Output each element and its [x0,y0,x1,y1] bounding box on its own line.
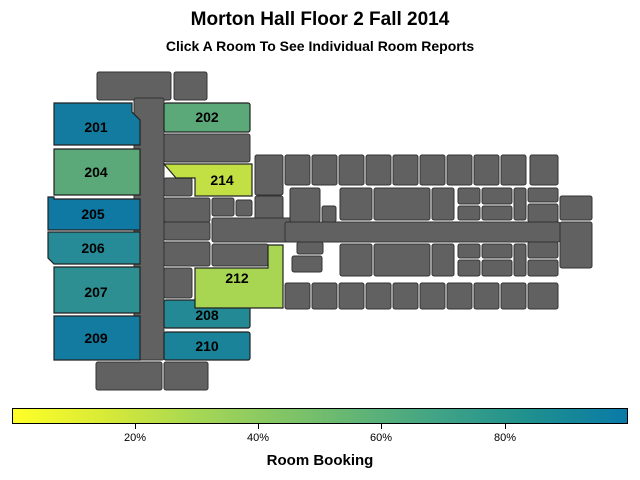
gray-block [338,154,365,186]
floor-plan: 201 202 204 205 206 207 208 209 210 212 … [47,71,593,391]
gray-block [235,199,253,217]
gray-block [392,154,419,186]
gray-block [419,154,446,186]
gray-block [163,267,193,299]
colorbar-tick [505,424,506,429]
room-214[interactable] [162,163,253,197]
gray-block [457,243,481,259]
map-subtitle: Click A Room To See Individual Room Repo… [165,38,475,54]
gray-block [513,243,527,277]
report-rooms[interactable] [47,102,284,361]
gray-block [338,282,365,310]
room-204[interactable] [53,148,141,196]
gray-block [500,282,527,310]
gray-block [373,187,431,221]
room-201[interactable] [53,102,141,146]
gray-block [163,241,211,267]
gray-block [527,259,559,277]
room-206[interactable] [47,231,141,265]
gray-block [163,133,251,163]
room-209[interactable] [53,315,141,361]
room-205[interactable] [47,196,141,231]
gray-block [527,241,559,259]
gray-block [431,187,455,221]
colorbar-tick [381,424,382,429]
non-report-spaces [95,71,593,391]
gray-block [284,282,311,310]
gray-block [481,243,513,259]
colorbar-tick [258,424,259,429]
gray-block [431,243,455,277]
colorbar [12,408,628,424]
gray-block [559,195,593,221]
gray-block [163,177,193,197]
colorbar-tick-label: 60% [369,432,393,444]
room-210[interactable] [163,331,251,361]
colorbar-title: Room Booking [266,452,374,469]
gray-block [559,221,593,269]
gray-block [211,197,235,217]
gray-block [339,187,373,221]
gray-block [211,243,269,267]
gray-block [321,205,337,223]
gray-block [446,282,473,310]
gray-block [289,187,321,223]
room-207[interactable] [53,266,141,314]
gray-block [95,361,163,391]
gray-block [365,282,392,310]
gray-block [457,259,481,277]
gray-block [481,187,513,205]
room-212[interactable] [194,244,284,309]
gray-block [392,282,419,310]
gray-block [365,154,392,186]
gray-block [527,187,559,203]
gray-block [527,282,559,310]
gray-block [163,197,211,223]
gray-block [173,71,208,101]
gray-block [163,221,211,241]
gray-block [96,71,172,101]
gray-block [457,205,481,221]
gray-block [473,282,500,310]
gray-block [284,154,311,186]
corridor-horizontal [284,221,561,243]
gray-block [457,187,481,205]
gray-block [500,154,527,186]
gray-block [311,154,338,186]
gray-block [373,243,431,277]
gray-block [446,154,473,186]
gray-block [473,154,500,186]
gray-block [419,282,446,310]
gray-block [339,243,373,277]
gray-block [291,255,323,273]
colorbar-tick-label: 80% [493,432,517,444]
gray-block [527,203,559,223]
gray-block [296,241,324,255]
gray-block [513,187,527,221]
gray-block [211,217,293,243]
gray-block [481,259,513,277]
gray-block [254,154,284,196]
map-title: Morton Hall Floor 2 Fall 2014 [190,9,450,30]
colorbar-tick-label: 20% [123,432,147,444]
colorbar-tick-label: 40% [246,432,270,444]
gray-block [481,205,513,221]
gray-block [311,282,338,310]
gray-block [529,154,559,186]
room-202[interactable] [163,102,251,133]
gray-block [163,361,209,391]
colorbar-tick [135,424,136,429]
